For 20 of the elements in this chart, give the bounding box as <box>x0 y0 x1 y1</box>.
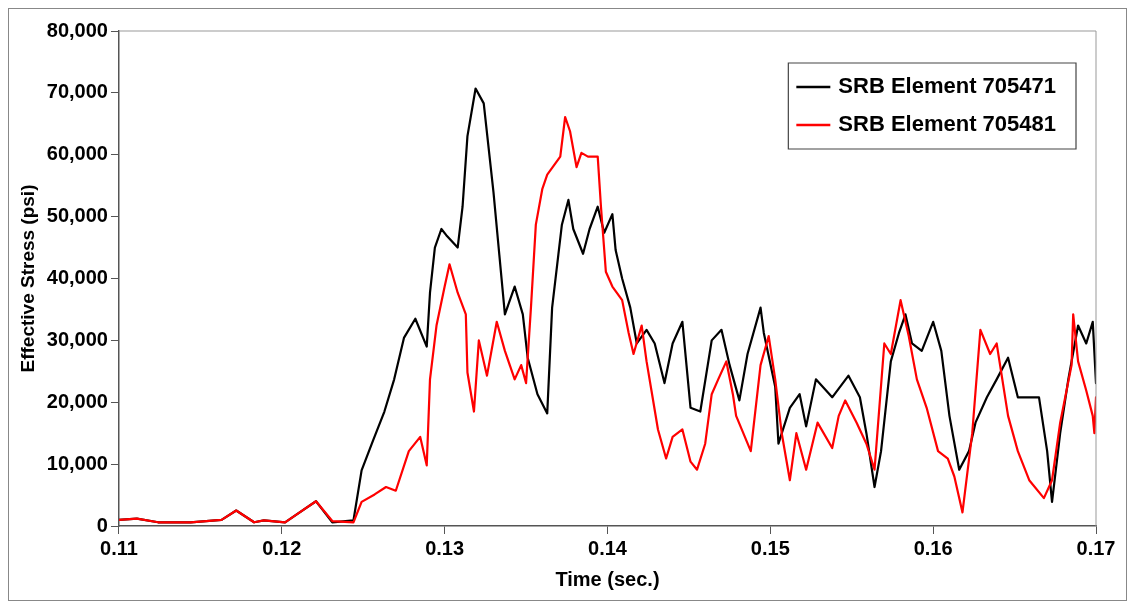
x-tick-label: 0.17 <box>1076 536 1116 559</box>
y-tick-label: 80,000 <box>46 18 108 41</box>
legend-label: SRB Element 705471 <box>838 73 1056 99</box>
legend-label: SRB Element 705481 <box>838 111 1056 137</box>
x-tick-label: 0.16 <box>913 536 953 559</box>
y-tick-label: 70,000 <box>46 80 108 103</box>
x-tick-label: 0.13 <box>425 536 465 559</box>
x-tick-label: 0.12 <box>262 536 302 559</box>
y-tick-label: 20,000 <box>46 389 108 412</box>
x-tick-label: 0.15 <box>750 536 790 559</box>
y-tick-label: 30,000 <box>46 327 108 350</box>
y-tick-label: 10,000 <box>46 451 108 474</box>
y-axis-title: Effective Stress (psi) <box>16 184 38 373</box>
x-axis-title: Time (sec.) <box>555 567 660 590</box>
y-tick-label: 40,000 <box>46 266 108 289</box>
y-tick-label: 50,000 <box>46 204 108 227</box>
x-tick-label: 0.14 <box>588 536 628 559</box>
x-tick-label: 0.11 <box>100 536 138 559</box>
y-tick-label: 0 <box>96 513 108 536</box>
y-tick-label: 60,000 <box>46 142 108 165</box>
